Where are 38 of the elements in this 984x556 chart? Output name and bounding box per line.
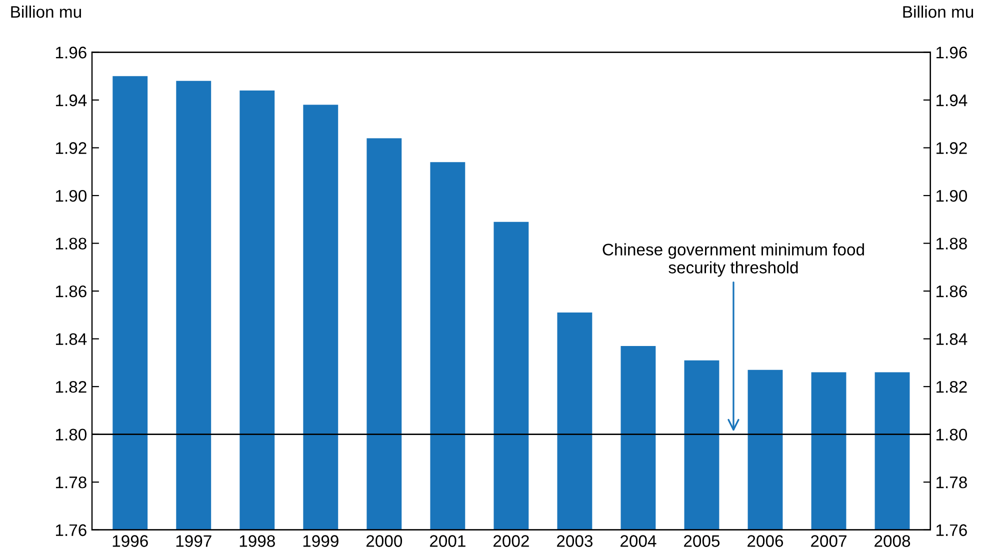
ref-line-label: Chinese government minimum food security threshold — [602, 243, 864, 277]
y2-tick-label: 1.84 — [936, 333, 968, 346]
y2-tick-label: 1.78 — [936, 476, 967, 488]
y-axis-title: Billion mu — [11, 6, 81, 18]
y2-tick-label: 1.96 — [936, 46, 967, 58]
y-tick-label: 1.92 — [56, 142, 86, 154]
x-tick-label: 2000 — [366, 535, 402, 547]
x-tick-label: 2003 — [557, 535, 593, 547]
y2-tick-label: 1.94 — [936, 94, 968, 106]
y-tick-label: 1.90 — [56, 190, 86, 202]
y2-axis-title: Billion mu — [903, 6, 974, 18]
y2-tick-label: 1.92 — [936, 142, 967, 154]
y-tick-label: 1.86 — [56, 285, 86, 298]
x-tick-label: 2005 — [684, 535, 720, 547]
y2-tick-label: 1.76 — [936, 524, 967, 536]
x-tick-label: 2008 — [874, 535, 910, 547]
y2-tick-label: 1.82 — [936, 380, 967, 393]
x-tick-label: 2002 — [493, 535, 529, 547]
y-tick-label: 1.76 — [56, 524, 86, 536]
x-tick-label: 1999 — [303, 535, 338, 547]
x-tick-label: 1997 — [176, 535, 212, 547]
x-tick-label: 2004 — [620, 535, 656, 547]
y2-tick-label: 1.80 — [936, 428, 968, 441]
x-tick-label: 2006 — [748, 535, 784, 547]
y-tick-label: 1.82 — [56, 380, 86, 393]
y2-tick-label: 1.86 — [936, 285, 967, 298]
y-tick-label: 1.94 — [56, 94, 87, 106]
y-tick-label: 1.78 — [56, 476, 86, 488]
y-tick-label: 1.84 — [56, 333, 87, 346]
x-tick-label: 2001 — [430, 535, 466, 547]
y-tick-label: 1.80 — [56, 428, 86, 441]
y-tick-label: 1.88 — [56, 238, 86, 250]
x-tick-label: 1996 — [112, 535, 148, 547]
x-tick-label: 2007 — [811, 535, 846, 547]
x-tick-label: 1998 — [240, 535, 275, 547]
y2-tick-label: 1.90 — [936, 190, 968, 202]
y-tick-label: 1.96 — [56, 46, 86, 58]
y2-tick-label: 1.88 — [936, 238, 967, 250]
